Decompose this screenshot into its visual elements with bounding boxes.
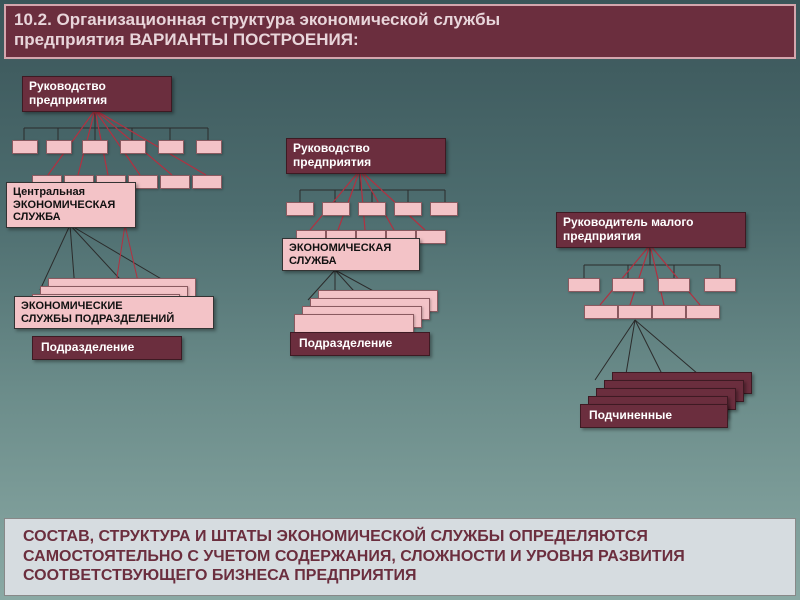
v1-central-svc-text: ЦентральнаяЭКОНОМИЧЕСКАЯСЛУЖБА	[13, 186, 115, 223]
v1-child3	[82, 140, 108, 154]
v1-child5	[158, 140, 184, 154]
v1-econ-depts-text: ЭКОНОМИЧЕСКИЕСЛУЖБЫ ПОДРАЗДЕЛЕНИЙ	[21, 300, 174, 325]
v1-child2	[46, 140, 72, 154]
v2-head: Руководствопредприятия	[286, 138, 446, 174]
v2-svc-text: ЭКОНОМИЧЕСКАЯСЛУЖБА	[289, 242, 391, 267]
v3-child2	[612, 278, 644, 292]
v2-child3	[358, 202, 386, 216]
v1-child1	[12, 140, 38, 154]
v2-svc-label: ЭКОНОМИЧЕСКАЯСЛУЖБА	[282, 238, 420, 271]
v3-sub-label: Подчиненные	[580, 404, 728, 428]
v3-sub1	[584, 305, 618, 319]
v3-child3	[658, 278, 690, 292]
footer-content: СОСТАВ, СТРУКТУРА И ШТАТЫ ЭКОНОМИЧЕСКОЙ …	[23, 528, 685, 583]
v2-sub5	[416, 230, 446, 244]
v2-head-text: Руководствопредприятия	[293, 141, 371, 169]
v1-sub5	[160, 175, 190, 189]
footer-text: СОСТАВ, СТРУКТУРА И ШТАТЫ ЭКОНОМИЧЕСКОЙ …	[4, 518, 796, 596]
v1-dept-label: Подразделение	[32, 336, 182, 360]
v3-sub-text: Подчиненные	[589, 408, 672, 422]
v3-sub3	[652, 305, 686, 319]
v1-head-label: Руководствопредприятия	[29, 79, 107, 107]
v1-sub6	[192, 175, 222, 189]
v2-child1	[286, 202, 314, 216]
v3-head: Руководитель малогопредприятия	[556, 212, 746, 248]
v1-child6	[196, 140, 222, 154]
v3-child4	[704, 278, 736, 292]
v1-central-svc-label: ЦентральнаяЭКОНОМИЧЕСКАЯСЛУЖБА	[6, 182, 136, 228]
v2-child5	[430, 202, 458, 216]
v3-sub4	[686, 305, 720, 319]
v1-child4	[120, 140, 146, 154]
v3-head-text: Руководитель малогопредприятия	[563, 215, 693, 243]
v1-head: Руководствопредприятия	[22, 76, 172, 112]
v3-sub2	[618, 305, 652, 319]
v2-child2	[322, 202, 350, 216]
v2-child4	[394, 202, 422, 216]
v1-econ-depts-label: ЭКОНОМИЧЕСКИЕСЛУЖБЫ ПОДРАЗДЕЛЕНИЙ	[14, 296, 214, 329]
v1-dept-text: Подразделение	[41, 340, 134, 354]
v2-dept-text: Подразделение	[299, 336, 392, 350]
v2-dept-label: Подразделение	[290, 332, 430, 356]
v3-child1	[568, 278, 600, 292]
